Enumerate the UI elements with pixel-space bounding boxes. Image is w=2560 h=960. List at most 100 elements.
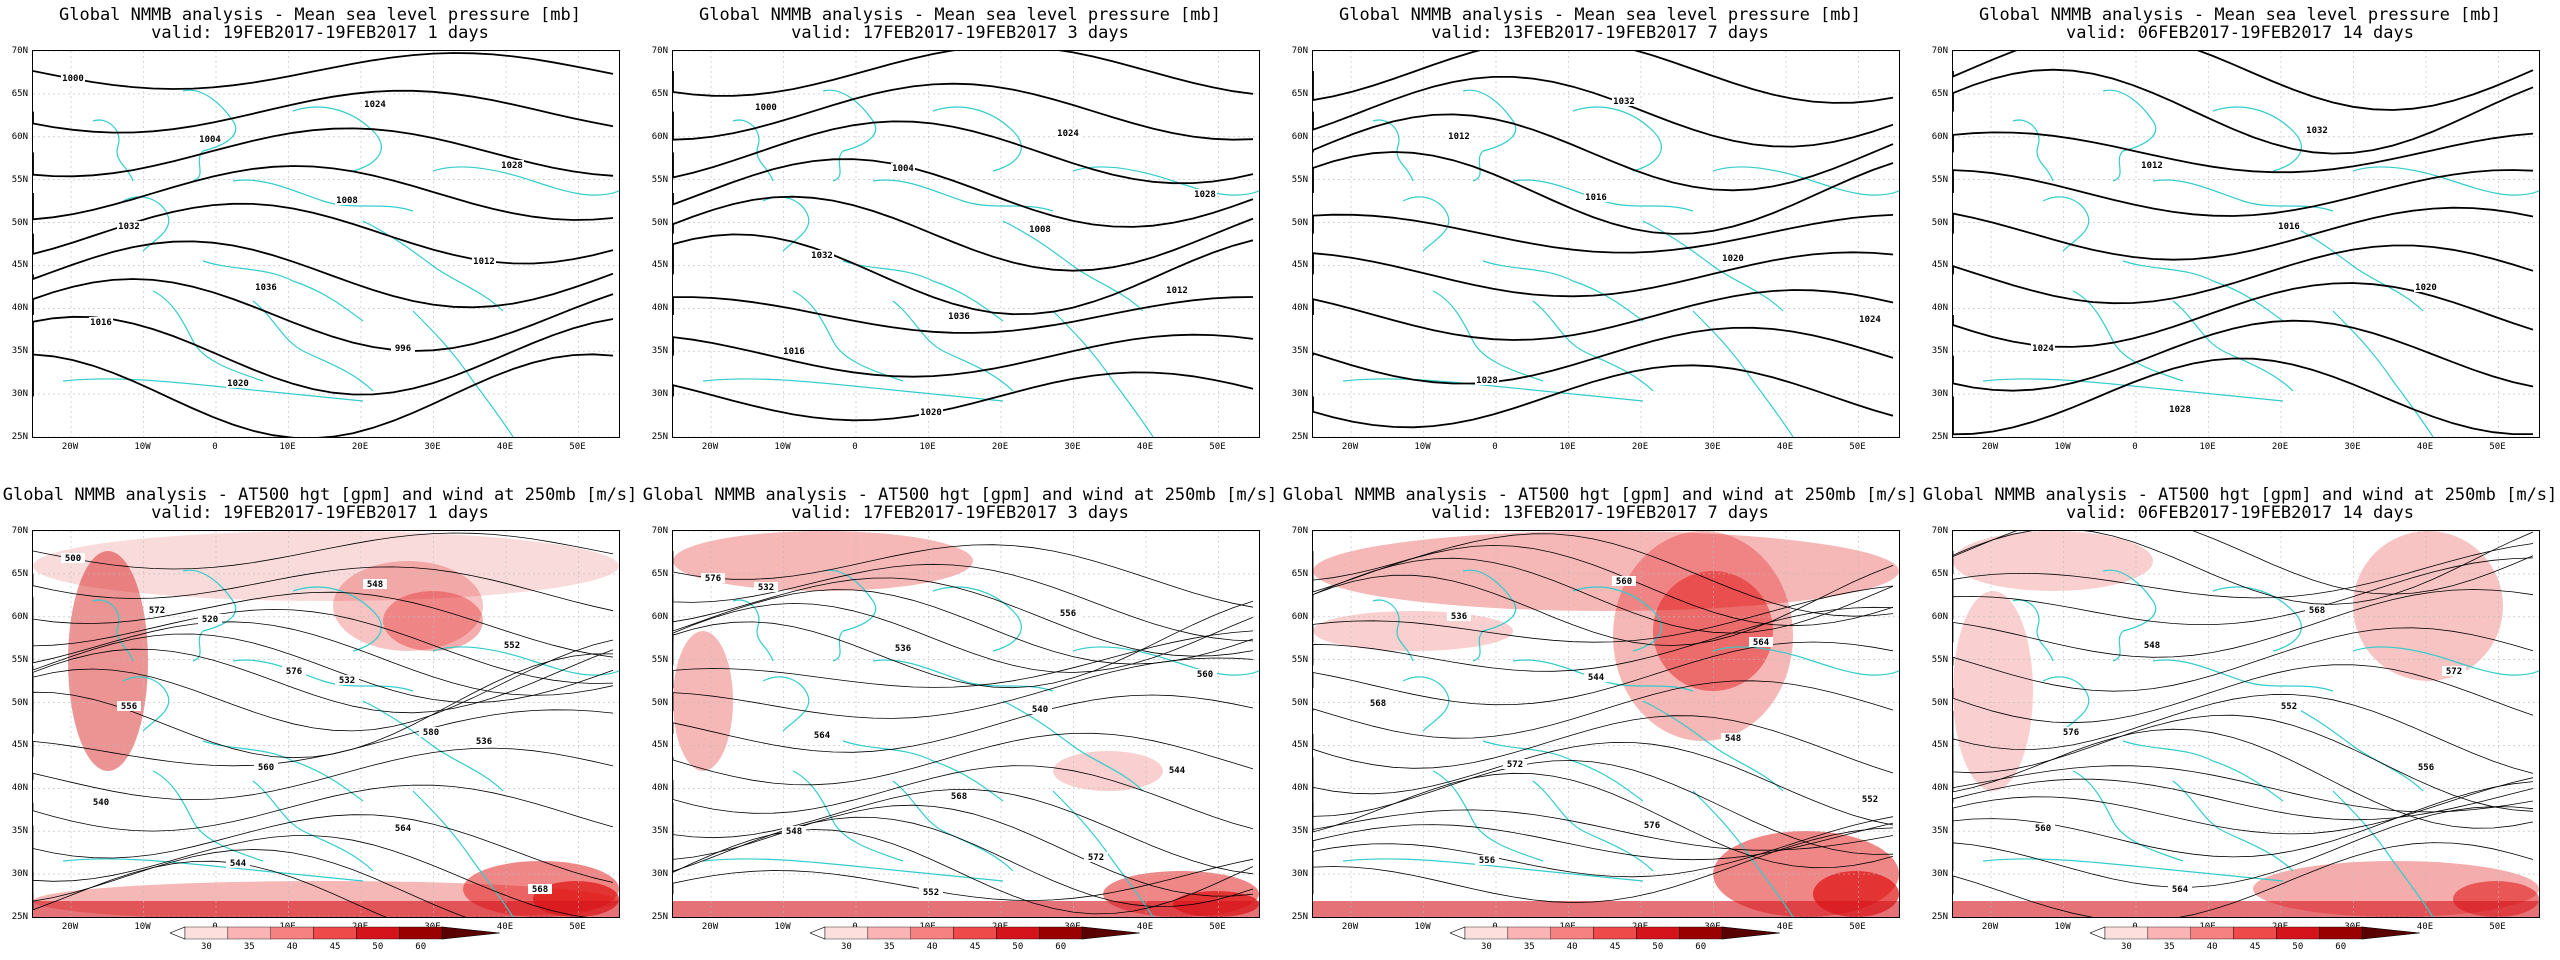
lat-tick-label: 45N xyxy=(1291,260,1308,271)
lon-tick-label: 20W xyxy=(1341,442,1359,452)
lat-tick-label: 50N xyxy=(651,697,668,708)
lat-tick-label: 35N xyxy=(1291,346,1308,357)
wind-jet-area xyxy=(1313,901,1899,917)
contour-label: 532 xyxy=(339,676,355,686)
lat-tick-label: 50N xyxy=(11,217,28,228)
lat-tick-label: 70N xyxy=(1931,526,1948,536)
contour-label: 1020 xyxy=(1722,254,1744,264)
lat-tick-label: 30N xyxy=(651,869,668,880)
contour-label: 544 xyxy=(230,859,247,869)
contour-label: 556 xyxy=(1479,856,1495,866)
lat-tick-label: 50N xyxy=(1931,217,1948,228)
lat-tick-label: 40N xyxy=(1931,303,1948,314)
lat-tick-label: 30N xyxy=(11,869,28,880)
lat-tick-label: 55N xyxy=(11,174,28,185)
map-area: 1000 1004 1008 1012 1016 1020 1024 1028 1032 1036… xyxy=(32,50,620,438)
colorbar-tick-label: 40 xyxy=(926,942,938,952)
lon-tick-label: 10W xyxy=(774,922,791,932)
lat-tick-label: 65N xyxy=(11,568,28,579)
colorbar-high-arrow xyxy=(441,926,501,940)
lon-tick-label: 20E xyxy=(351,442,369,452)
lat-tick-label: 70N xyxy=(651,46,668,56)
lon-tick-label: 40E xyxy=(496,922,514,932)
lat-tick-label: 30N xyxy=(1931,389,1948,400)
lat-tick-label: 55N xyxy=(1931,654,1948,665)
colorbar-segment xyxy=(867,926,911,940)
graticule xyxy=(1313,531,1899,917)
graticule xyxy=(673,531,1259,917)
contour-label: 564 xyxy=(814,731,831,741)
lon-tick-label: 20W xyxy=(1341,922,1359,932)
contour-label: 564 xyxy=(395,824,412,834)
map-svg: 1000 1004 1008 1012 1016 1020 1024 1028 1032 1036… xyxy=(33,51,619,437)
wind-jet-area xyxy=(1953,531,2153,591)
colorbar-segment xyxy=(1679,926,1723,940)
contour-label: 1036 xyxy=(948,312,970,322)
lon-tick-label: 10E xyxy=(2199,442,2216,452)
contour-label: 1004 xyxy=(892,164,914,174)
colorbar-tick-label: 35 xyxy=(243,942,255,952)
isolines xyxy=(1953,51,2534,436)
map-svg: 532 536 540 544 548 552 556 560 564 568 572 576 xyxy=(673,531,1259,917)
lat-tick-label: 60N xyxy=(1291,611,1308,622)
colorbar-tick-label: 50 xyxy=(2292,942,2304,952)
panel-valid-date: valid: 17FEB2017-19FEB2017 3 days xyxy=(791,23,1129,43)
colorbar-segment xyxy=(270,926,314,940)
lat-tick-label: 40N xyxy=(651,303,668,314)
map-area: 500 520 532 536 540 544 548 552 556 560 564 568 572 5… xyxy=(32,530,620,918)
colorbar-tick-label: 45 xyxy=(1609,942,1621,952)
contour-label: 1024 xyxy=(1057,129,1079,139)
lon-tick-label: 10E xyxy=(919,442,936,452)
colorbar-segment xyxy=(227,926,271,940)
contour-label: 544 xyxy=(1169,766,1186,776)
isolines xyxy=(1953,531,2534,917)
lon-tick-label: 20W xyxy=(701,922,719,932)
colorbar-segment xyxy=(824,926,869,940)
lon-tick-label: 10W xyxy=(134,922,151,932)
lat-tick-label: 40N xyxy=(11,303,28,314)
contour-label: 548 xyxy=(1725,734,1741,744)
colorbar-tick-label: 45 xyxy=(969,942,981,952)
lat-tick-label: 25N xyxy=(651,912,668,922)
wind-jet-area xyxy=(33,531,619,601)
contour-label: 536 xyxy=(1451,612,1467,622)
panel-title: Global NMMB analysis - AT500 hgt [gpm] a… xyxy=(2,485,638,505)
colorbar-low-arrow xyxy=(809,926,826,940)
lat-tick-label: 45N xyxy=(1291,740,1308,751)
contour-label: 1032 xyxy=(118,222,140,232)
contour-label: 564 xyxy=(1753,638,1770,648)
lon-tick-label: 10W xyxy=(134,442,151,452)
contour-label: 552 xyxy=(2281,702,2297,712)
lat-tick-label: 55N xyxy=(1291,654,1308,665)
panel-valid-date: valid: 06FEB2017-19FEB2017 14 days xyxy=(2066,23,2414,43)
colorbar-tick-label: 60 xyxy=(1695,942,1707,952)
lat-tick-label: 55N xyxy=(651,174,668,185)
colorbar-segment xyxy=(1550,926,1594,940)
contour-label: 1024 xyxy=(2032,344,2054,354)
colorbar: 30 35 40 45 50 60 xyxy=(809,926,1141,954)
lat-tick-label: 35N xyxy=(11,346,28,357)
contour-label: 576 xyxy=(1644,821,1660,831)
isolines xyxy=(673,544,1254,915)
lat-tick-label: 30N xyxy=(11,389,28,400)
contour-label: 1024 xyxy=(1859,315,1881,325)
lon-tick-label: 30E xyxy=(2344,442,2361,452)
contour-label: 556 xyxy=(121,702,137,712)
colorbar-high-arrow xyxy=(1721,926,1781,940)
lat-tick-label: 45N xyxy=(1931,260,1948,271)
wind-jet-area xyxy=(1613,531,1793,741)
lat-tick-label: 35N xyxy=(1931,826,1948,837)
colorbar: 30 35 40 45 50 60 xyxy=(1449,926,1781,954)
lat-tick-label: 70N xyxy=(651,526,668,536)
lat-tick-label: 65N xyxy=(1931,568,1948,579)
lat-tick-label: 60N xyxy=(1291,131,1308,142)
lon-tick-label: 50E xyxy=(1209,922,1226,932)
colorbar-segment xyxy=(399,926,443,940)
wind-shading xyxy=(1953,531,2539,917)
panel-title: Global NMMB analysis - AT500 hgt [gpm] a… xyxy=(1922,485,2558,505)
map-svg: 1012 1016 1020 1024 1028 1032 xyxy=(1313,51,1899,437)
lat-tick-label: 70N xyxy=(1931,46,1948,56)
lon-tick-label: 40E xyxy=(2416,442,2434,452)
lon-tick-label: 10W xyxy=(1414,922,1431,932)
lat-tick-label: 70N xyxy=(11,46,28,56)
